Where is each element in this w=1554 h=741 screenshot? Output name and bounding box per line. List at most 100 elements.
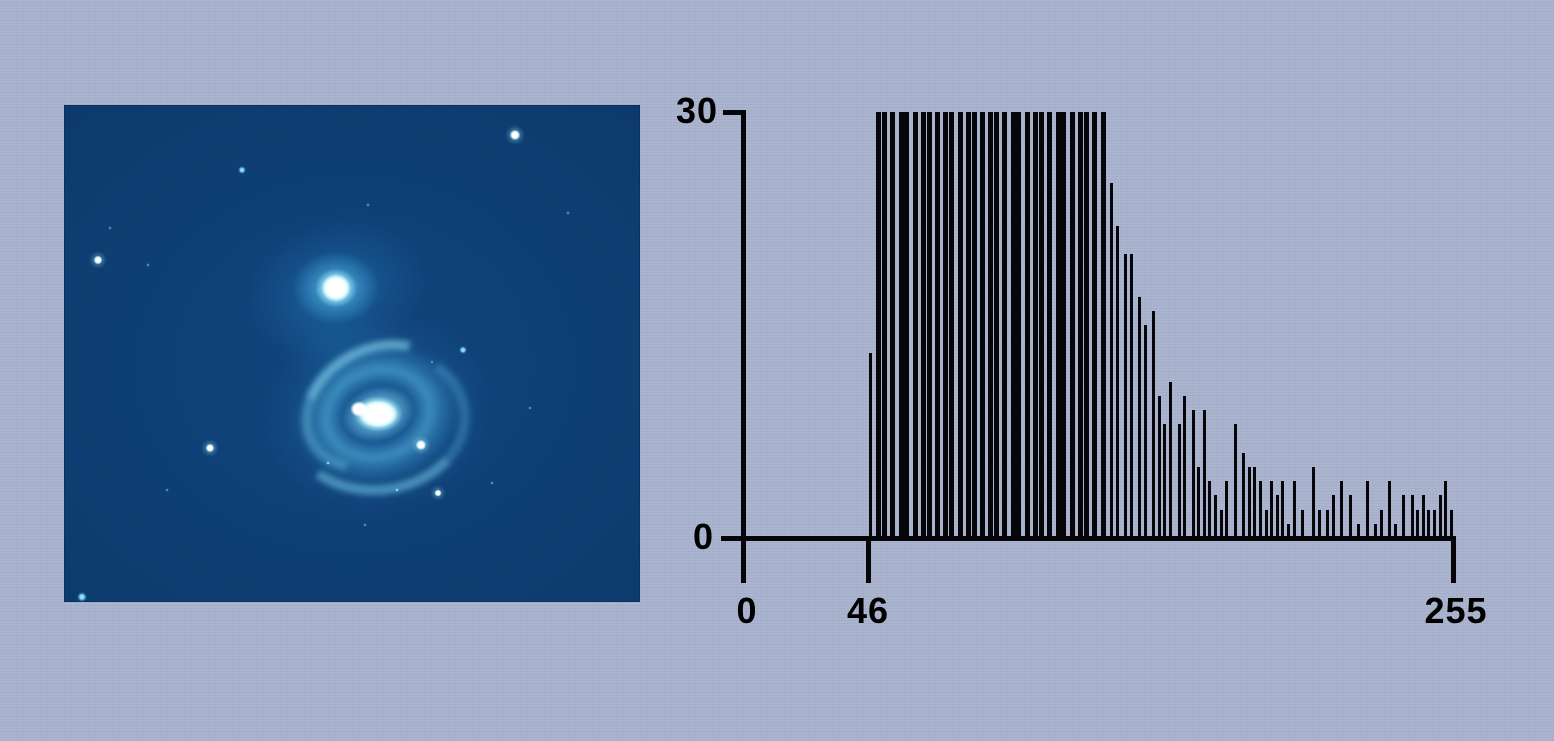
star bbox=[565, 210, 571, 216]
x-tick-46 bbox=[866, 541, 871, 583]
histogram-bar bbox=[1326, 510, 1330, 538]
star bbox=[429, 359, 435, 365]
histogram-bar bbox=[1444, 481, 1448, 538]
histogram-bar bbox=[1433, 510, 1437, 538]
histogram-bar bbox=[1152, 311, 1156, 538]
histogram-bar bbox=[904, 112, 910, 538]
histogram-bar bbox=[1191, 410, 1195, 538]
histogram-bar bbox=[1208, 481, 1212, 538]
histogram-bar bbox=[1225, 481, 1229, 538]
histogram-bar bbox=[1010, 112, 1016, 538]
histogram-bar bbox=[1388, 481, 1392, 538]
histogram-bar bbox=[1002, 112, 1008, 538]
histogram-bar bbox=[1317, 510, 1321, 538]
histogram-bar bbox=[1163, 424, 1167, 538]
histogram-bar bbox=[1169, 382, 1173, 538]
histogram-bar bbox=[1264, 510, 1268, 538]
histogram-bar bbox=[1219, 510, 1223, 538]
histogram-bar bbox=[926, 112, 932, 538]
histogram-bar bbox=[1357, 524, 1361, 538]
star bbox=[145, 262, 151, 268]
histogram-bar bbox=[1312, 467, 1316, 538]
histogram-bar bbox=[1242, 453, 1246, 538]
histogram-bar bbox=[1281, 481, 1285, 538]
histogram-bar bbox=[1402, 495, 1406, 538]
histogram-bar bbox=[1275, 495, 1279, 538]
histogram-bar bbox=[1038, 112, 1044, 538]
histogram-bar bbox=[1427, 510, 1431, 538]
histogram-bar bbox=[979, 112, 985, 538]
histogram-bar bbox=[1016, 112, 1022, 538]
histogram-bar bbox=[1069, 112, 1075, 538]
y-tick-label-30: 30 bbox=[675, 90, 718, 131]
star bbox=[415, 439, 427, 451]
histogram-bar bbox=[1214, 495, 1218, 538]
histogram-bar bbox=[994, 112, 999, 538]
histogram-bar bbox=[943, 112, 949, 538]
star bbox=[205, 443, 215, 453]
star bbox=[107, 225, 113, 231]
histogram-bar bbox=[1138, 297, 1142, 538]
histogram-bar bbox=[1374, 524, 1378, 538]
histogram-bar bbox=[868, 353, 872, 538]
histogram-bar bbox=[1061, 112, 1067, 538]
histogram-bar bbox=[1115, 226, 1119, 538]
star bbox=[77, 592, 87, 602]
histogram-bar bbox=[1124, 254, 1128, 538]
histogram-bar bbox=[1083, 112, 1089, 538]
x-tick-label-46: 46 bbox=[846, 590, 890, 631]
star bbox=[164, 487, 170, 493]
histogram-bar bbox=[1183, 396, 1187, 538]
histogram-bar bbox=[921, 112, 926, 538]
histogram-bar bbox=[1110, 183, 1114, 538]
histogram-bar bbox=[1129, 254, 1133, 538]
star bbox=[489, 480, 495, 486]
histogram-bar bbox=[1055, 112, 1061, 538]
y-tick-label-0: 0 bbox=[692, 516, 714, 557]
histogram-bars bbox=[741, 112, 1457, 538]
histogram-bar bbox=[1253, 467, 1257, 538]
histogram-bar bbox=[1233, 424, 1237, 538]
histogram-bar bbox=[1078, 112, 1084, 538]
star bbox=[238, 166, 246, 174]
histogram-bar bbox=[1301, 510, 1305, 538]
histogram-bar bbox=[1348, 495, 1352, 538]
histogram-bar bbox=[881, 112, 887, 538]
histogram-bar bbox=[1143, 325, 1147, 538]
histogram-bar bbox=[1416, 510, 1420, 538]
histogram-bar bbox=[1438, 495, 1442, 538]
histogram-bar bbox=[1024, 112, 1030, 538]
histogram-bar bbox=[1410, 495, 1414, 538]
star bbox=[362, 522, 368, 528]
star bbox=[365, 202, 371, 208]
x-axis-line bbox=[721, 536, 1456, 541]
x-tick-label-0: 0 bbox=[736, 590, 758, 631]
histogram-bar bbox=[1202, 410, 1206, 538]
histogram-bar bbox=[1287, 524, 1291, 538]
histogram-bar bbox=[1100, 112, 1106, 538]
galaxy-image bbox=[64, 105, 640, 602]
star bbox=[325, 460, 331, 466]
histogram-bar bbox=[1393, 524, 1397, 538]
histogram-bar bbox=[1449, 510, 1453, 538]
star bbox=[93, 255, 103, 265]
histogram-bar bbox=[1177, 424, 1181, 538]
histogram-bar bbox=[1421, 495, 1425, 538]
histogram-bar bbox=[1092, 112, 1098, 538]
star bbox=[509, 129, 521, 141]
star bbox=[434, 489, 442, 497]
histogram-bar bbox=[1197, 467, 1201, 538]
y-axis-line bbox=[741, 110, 746, 583]
histogram-bar bbox=[949, 112, 955, 538]
histogram-bar bbox=[957, 112, 963, 538]
x-tick-255 bbox=[1451, 541, 1456, 583]
histogram-bar bbox=[965, 112, 971, 538]
star bbox=[459, 346, 467, 354]
histogram-bar bbox=[898, 112, 904, 538]
histogram-bar bbox=[935, 112, 941, 538]
histogram-bar bbox=[1047, 112, 1053, 538]
histogram-bar bbox=[912, 112, 918, 538]
spiral-galaxy-core-knot bbox=[350, 401, 368, 417]
y-tick-30 bbox=[723, 110, 746, 115]
